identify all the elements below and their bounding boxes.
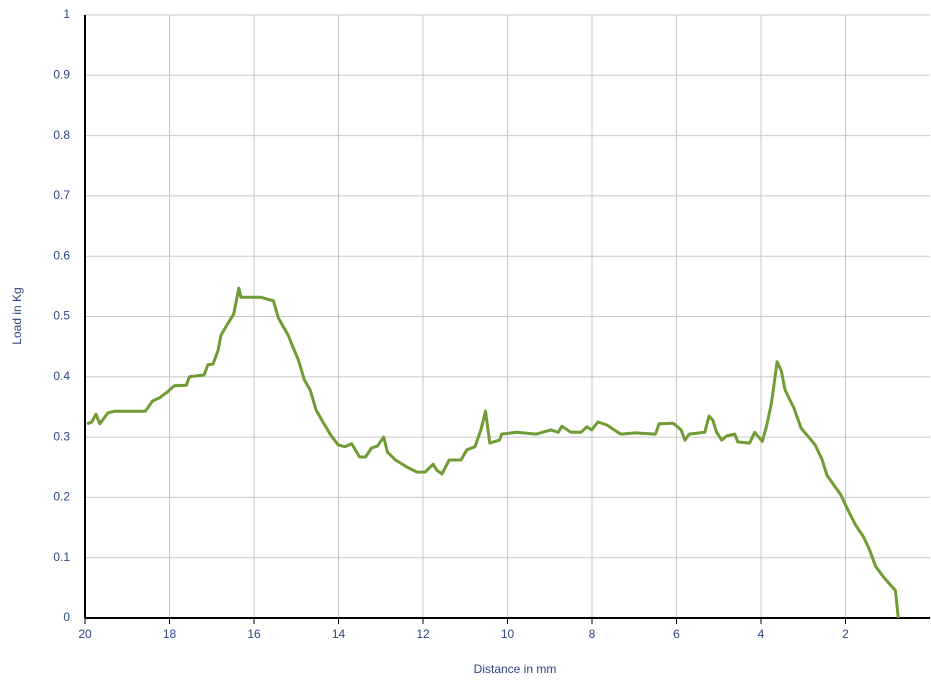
y-tick-label: 0.9 (53, 67, 70, 81)
y-tick-label: 0.4 (53, 369, 70, 383)
y-tick-label: 0.7 (53, 188, 70, 202)
x-tick-label: 4 (758, 627, 765, 641)
y-tick-label: 0.3 (53, 429, 70, 443)
y-tick-label: 0 (63, 610, 70, 624)
x-tick-label: 18 (163, 627, 177, 641)
x-tick-label: 16 (247, 627, 261, 641)
y-tick-label: 0.1 (53, 550, 70, 564)
x-tick-label: 20 (78, 627, 92, 641)
y-tick-label: 0.5 (53, 309, 70, 323)
y-tick-label: 0.8 (53, 128, 70, 142)
x-tick-label: 8 (589, 627, 596, 641)
x-tick-label: 14 (332, 627, 346, 641)
x-tick-label: 12 (416, 627, 430, 641)
y-tick-label: 0.6 (53, 248, 70, 262)
data-line (86, 286, 900, 619)
y-axis-title: Load in Kg (10, 287, 24, 344)
x-axis-title: Distance in mm (474, 662, 557, 676)
x-tick-label: 10 (501, 627, 515, 641)
x-tick-label: 2 (842, 627, 849, 641)
y-tick-label: 1 (63, 7, 70, 21)
y-tick-label: 0.2 (53, 490, 70, 504)
x-tick-label: 6 (673, 627, 680, 641)
